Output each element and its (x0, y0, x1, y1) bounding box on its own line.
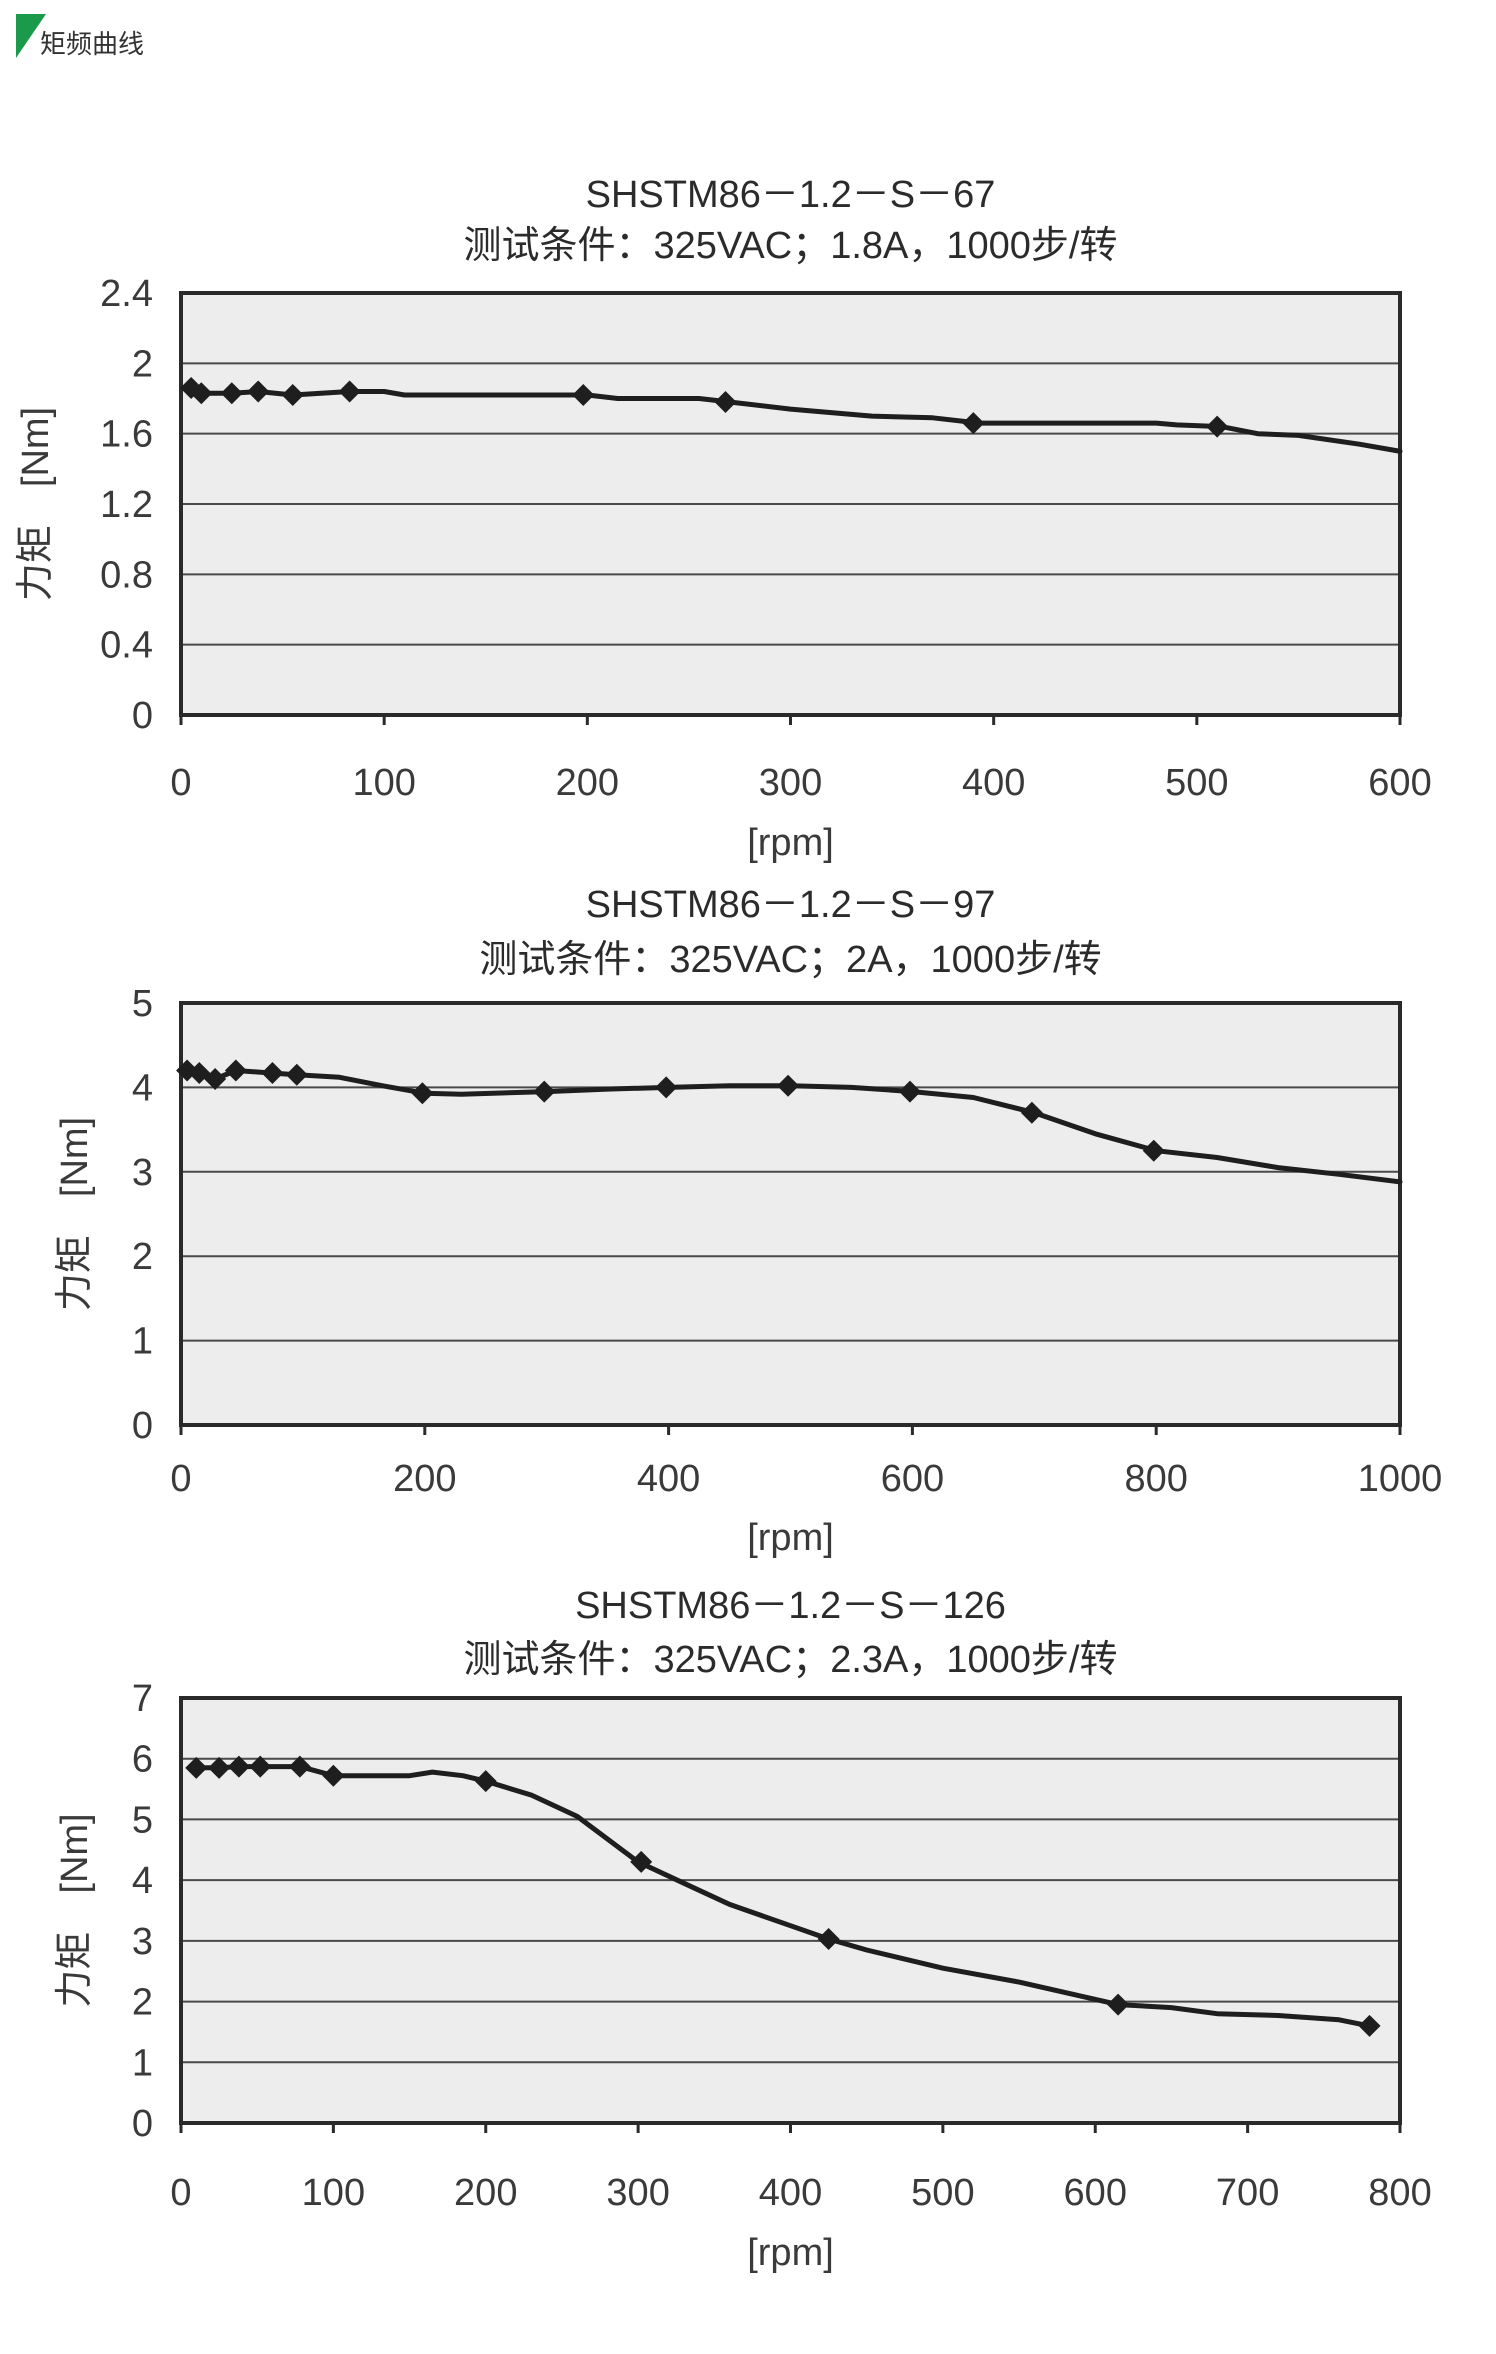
y-axis-label: 力矩 [Nm] (54, 1813, 96, 2007)
chart-shstm86-67: SHSTM86－1.2－S－67 测试条件：325VAC；1.8A，1000步/转… (15, 174, 1432, 864)
data-point-marker (190, 382, 213, 405)
x-tick-label: 700 (1216, 2172, 1279, 2214)
x-tick-label: 500 (1165, 762, 1228, 804)
x-tick-label: 100 (302, 2172, 365, 2214)
chart-subtitle: 测试条件：325VAC；2.3A，1000步/转 (464, 1639, 1118, 1681)
y-axis-label: 力矩 [Nm] (15, 407, 57, 601)
plot-frame (179, 1696, 1402, 2125)
data-point-marker (185, 1756, 208, 1779)
data-point-marker (1142, 1139, 1165, 1162)
x-tick-label: 400 (962, 762, 1025, 804)
data-point-marker (411, 1082, 434, 1105)
y-tick-label: 2.4 (100, 273, 153, 315)
data-point-marker (338, 380, 361, 403)
x-axis-label: [rpm] (747, 2232, 834, 2274)
chart-title: SHSTM86－1.2－S－97 (586, 884, 996, 926)
y-tick-label: 2 (132, 1236, 153, 1278)
y-tick-label: 7 (132, 1678, 153, 1720)
plot-frame (179, 1001, 1402, 1427)
y-tick-label: 1.6 (100, 414, 153, 456)
data-point-marker (322, 1764, 345, 1787)
x-tick-label: 600 (1064, 2172, 1127, 2214)
x-tick-label: 600 (1368, 762, 1431, 804)
plot-frame (179, 291, 1402, 717)
data-point-marker (227, 1755, 250, 1778)
section-title: 矩频曲线 (40, 29, 145, 59)
data-point-marker (180, 376, 203, 399)
data-point-marker (572, 383, 595, 406)
y-tick-label: 6 (132, 1739, 153, 1781)
data-point-marker (208, 1756, 231, 1779)
x-axis-label: [rpm] (747, 1517, 834, 1559)
data-point-marker (1206, 415, 1229, 438)
chart-title: SHSTM86－1.2－S－67 (586, 174, 996, 216)
data-point-marker (533, 1080, 556, 1103)
x-tick-label: 400 (637, 1458, 700, 1500)
data-point-marker (655, 1076, 678, 1099)
data-point-marker (204, 1067, 227, 1090)
data-point-marker (261, 1062, 284, 1085)
y-tick-label: 1 (132, 1321, 153, 1363)
x-tick-label: 200 (556, 762, 619, 804)
x-tick-label: 300 (759, 762, 822, 804)
y-tick-label: 1.2 (100, 484, 153, 526)
y-tick-label: 0 (132, 2103, 153, 2145)
y-tick-label: 5 (132, 1799, 153, 1841)
green-flag-icon (16, 14, 46, 58)
y-tick-label: 5 (132, 983, 153, 1025)
y-tick-label: 0 (132, 1405, 153, 1447)
data-point-marker (474, 1770, 497, 1793)
y-tick-label: 0.8 (100, 554, 153, 596)
data-point-marker (630, 1850, 653, 1873)
data-point-marker (224, 1059, 247, 1082)
y-tick-label: 4 (132, 1860, 153, 1902)
data-point-marker (249, 1755, 272, 1778)
data-point-marker (176, 1059, 199, 1082)
x-tick-label: 800 (1368, 2172, 1431, 2214)
x-tick-label: 100 (352, 762, 415, 804)
x-tick-label: 1000 (1358, 1458, 1443, 1500)
data-point-marker (714, 391, 737, 414)
x-axis-label: [rpm] (747, 822, 834, 864)
y-tick-label: 1 (132, 2042, 153, 2084)
x-tick-label: 200 (393, 1458, 456, 1500)
data-point-marker (288, 1755, 311, 1778)
data-point-marker (962, 412, 985, 435)
chart-shstm86-126: SHSTM86－1.2－S－126 测试条件：325VAC；2.3A，1000步/… (54, 1585, 1432, 2274)
x-tick-label: 600 (881, 1458, 944, 1500)
data-point-marker (247, 380, 270, 403)
data-point-marker (777, 1074, 800, 1097)
y-tick-label: 4 (132, 1067, 153, 1109)
y-tick-label: 3 (132, 1152, 153, 1194)
y-tick-label: 0.4 (100, 625, 153, 667)
chart-shstm86-97: SHSTM86－1.2－S－97 测试条件：325VAC；2A，1000步/转 0 1… (54, 884, 1443, 1559)
x-tick-label: 300 (606, 2172, 669, 2214)
x-tick-label: 800 (1124, 1458, 1187, 1500)
y-tick-label: 0 (132, 695, 153, 737)
x-tick-label: 500 (911, 2172, 974, 2214)
x-tick-label: 200 (454, 2172, 517, 2214)
data-point-marker (1107, 1993, 1130, 2016)
y-tick-label: 3 (132, 1921, 153, 1963)
plot-area (181, 1003, 1400, 1425)
data-point-marker (898, 1080, 921, 1103)
y-axis-label: 力矩 [Nm] (54, 1117, 96, 1311)
x-tick-label: 0 (170, 762, 191, 804)
chart-title: SHSTM86－1.2－S－126 (575, 1585, 1006, 1627)
data-point-marker (1020, 1101, 1043, 1124)
plot-area (181, 1698, 1400, 2123)
data-point-marker (285, 1063, 308, 1086)
data-point-marker (1358, 2014, 1381, 2037)
data-point-marker (817, 1928, 840, 1951)
y-tick-label: 2 (132, 1982, 153, 2024)
y-tick-label: 2 (132, 343, 153, 385)
chart-subtitle: 测试条件：325VAC；2A，1000步/转 (479, 939, 1101, 981)
x-tick-label: 400 (759, 2172, 822, 2214)
x-tick-label: 0 (170, 1458, 191, 1500)
chart-subtitle: 测试条件：325VAC；1.8A，1000步/转 (464, 225, 1118, 267)
x-tick-label: 0 (170, 2172, 191, 2214)
data-point-marker (220, 382, 243, 405)
data-point-marker (281, 383, 304, 406)
